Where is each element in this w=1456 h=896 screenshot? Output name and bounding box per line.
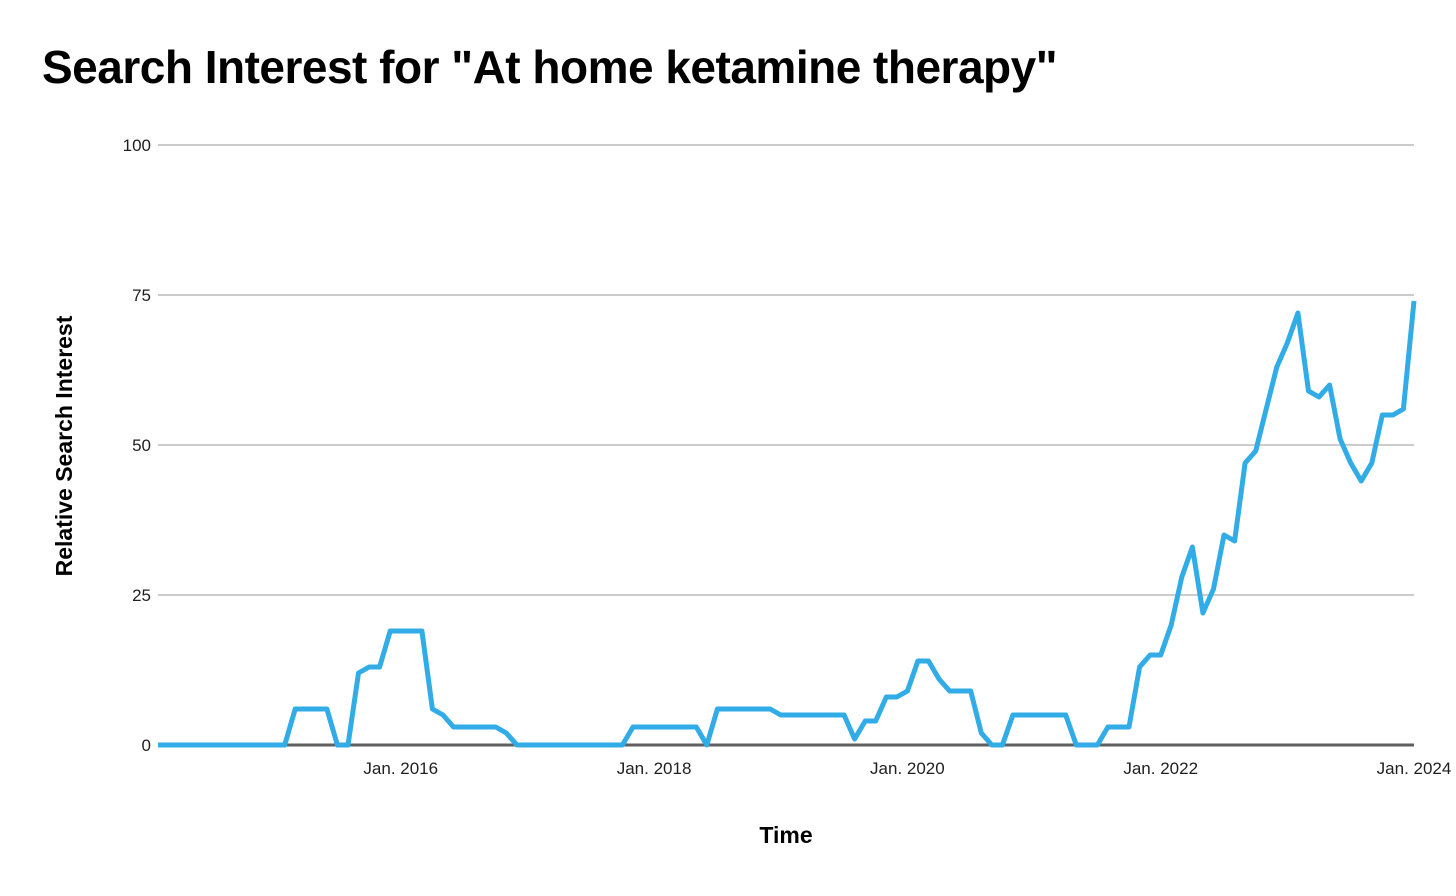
trend-line [158, 300, 1417, 748]
y-tick-label: 100 [123, 136, 151, 155]
x-tick-label: Jan. 2018 [617, 759, 692, 778]
x-tick-label: Jan. 2016 [363, 759, 438, 778]
x-axis-title: Time [759, 822, 813, 848]
x-tick-label: Jan. 2020 [870, 759, 945, 778]
x-tick-label: Jan. 2024 [1377, 759, 1452, 778]
y-tick-label: 50 [132, 436, 151, 455]
y-tick-label: 25 [132, 586, 151, 605]
chart-title: Search Interest for "At home ketamine th… [42, 41, 1058, 93]
y-tick-label: 75 [132, 286, 151, 305]
x-tick-label: Jan. 2022 [1123, 759, 1198, 778]
y-tick-label: 0 [142, 736, 151, 755]
